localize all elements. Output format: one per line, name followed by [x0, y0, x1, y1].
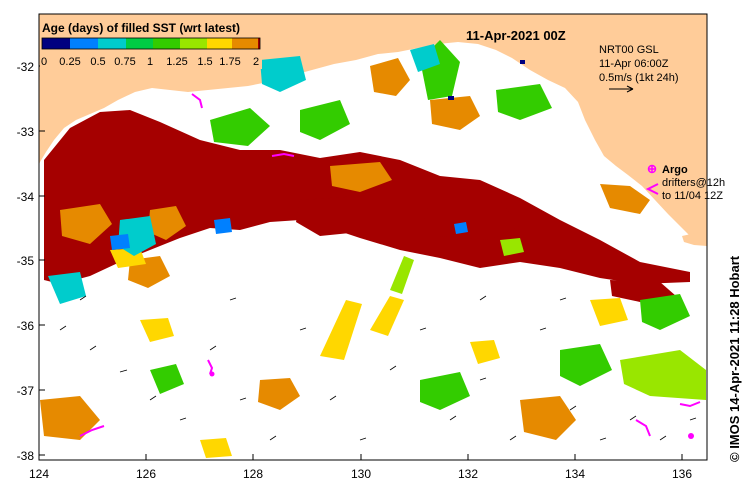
lat-label: -36	[17, 319, 35, 333]
plot-frame	[38, 13, 708, 461]
current-scale: 0.5m/s (1kt 24h)	[599, 72, 678, 84]
lon-axis	[38, 454, 683, 460]
legend-colorbar	[41, 37, 261, 50]
argo-legend: Argo drifters@12h to 11/04 12Z	[645, 164, 725, 202]
drifter-track-icon	[645, 183, 659, 195]
legend-tick: 2	[253, 56, 259, 68]
lon-label: 132	[458, 467, 478, 481]
lon-label: 134	[565, 467, 585, 481]
legend-tick: 1.5	[197, 56, 212, 68]
legend-tick: 1.25	[166, 56, 187, 68]
map-title: 11-Apr-2021 00Z	[466, 28, 566, 43]
current-vectors	[59, 295, 697, 441]
lon-label: 130	[351, 467, 371, 481]
lat-label: -34	[17, 190, 35, 204]
arrow-right-icon	[609, 85, 634, 93]
argo-label: Argo	[662, 164, 688, 176]
island	[682, 232, 707, 246]
lat-label: -38	[17, 449, 35, 463]
lon-label: 128	[243, 467, 263, 481]
land-mass	[39, 14, 707, 240]
sst-patches	[40, 40, 706, 458]
argo-float-icon	[647, 164, 657, 174]
lat-label: -37	[17, 384, 35, 398]
age-legend: Age (days) of filled SST (wrt latest) 0 …	[40, 16, 262, 69]
lat-label: -33	[17, 125, 35, 139]
legend-tick: 1	[147, 56, 153, 68]
lat-axis	[39, 65, 45, 456]
current-product: NRT00 GSL	[599, 44, 659, 56]
legend-tick: 0.75	[114, 56, 135, 68]
legend-tick: 1.75	[219, 56, 240, 68]
lon-label: 136	[672, 467, 692, 481]
current-info: NRT00 GSL 11-Apr 06:00Z 0.5m/s (1kt 24h)	[599, 44, 678, 93]
lat-label: -32	[17, 60, 35, 74]
lon-label: 126	[136, 467, 156, 481]
argo-tracks	[79, 93, 701, 437]
lon-label: 124	[29, 467, 49, 481]
current-time: 11-Apr 06:00Z	[599, 58, 669, 70]
legend-tick: 0.5	[90, 56, 105, 68]
argo-floats	[209, 371, 694, 439]
drifters-date: to 11/04 12Z	[662, 190, 723, 202]
credit-text: © IMOS 14-Apr-2021 11:28 Hobart	[727, 255, 742, 462]
drifters-label: drifters@12h	[662, 177, 725, 189]
legend-tick: 0	[41, 56, 47, 68]
legend-title: Age (days) of filled SST (wrt latest)	[42, 21, 240, 35]
lat-label: -35	[17, 254, 35, 268]
legend-tick: 0.25	[59, 56, 80, 68]
